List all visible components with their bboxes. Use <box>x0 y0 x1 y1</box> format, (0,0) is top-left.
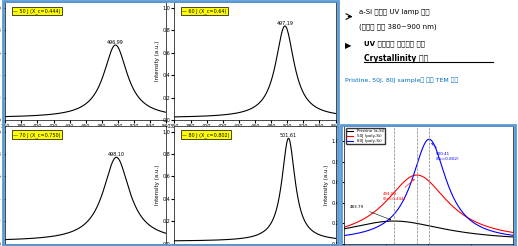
Text: 496.99: 496.99 <box>107 40 124 45</box>
Text: 500.41
(Xc=0.802): 500.41 (Xc=0.802) <box>431 143 459 161</box>
50J (poly-Si) <box>477 222 483 225</box>
80J (poly-Si) <box>381 222 387 225</box>
80J (poly-Si) <box>426 138 432 141</box>
80J (poly-Si) <box>333 235 339 238</box>
Line: Pristine (a-Si): Pristine (a-Si) <box>132 221 518 240</box>
Text: a-Si 박막에 UV lamp 조사: a-Si 박막에 UV lamp 조사 <box>359 8 429 15</box>
Text: Crystallinity 증가: Crystallinity 증가 <box>364 54 428 63</box>
Text: — 70 J (X_c=0.750): — 70 J (X_c=0.750) <box>13 132 61 138</box>
Line: 80J (poly-Si): 80J (poly-Si) <box>132 139 518 241</box>
50J (poly-Si) <box>330 229 336 231</box>
Text: — 60 J (X_c=0.64): — 60 J (X_c=0.64) <box>182 8 227 14</box>
X-axis label: Raman shift (cm⁻¹): Raman shift (cm⁻¹) <box>228 131 281 137</box>
Text: Pristine, 50J, 80J sample에 대해 TEM 분석: Pristine, 50J, 80J sample에 대해 TEM 분석 <box>346 78 458 83</box>
Y-axis label: Intensity (a.u.): Intensity (a.u.) <box>155 41 160 81</box>
Pristine (a-Si) <box>381 220 387 223</box>
Text: ▶: ▶ <box>346 41 352 50</box>
Pristine (a-Si) <box>330 229 336 232</box>
Line: 50J (poly-Si): 50J (poly-Si) <box>132 175 518 240</box>
Y-axis label: Intensity (a.u.): Intensity (a.u.) <box>155 165 160 205</box>
X-axis label: Raman shift (cm⁻¹): Raman shift (cm⁻¹) <box>60 131 112 137</box>
Text: — 80 J (X_c=0.802): — 80 J (X_c=0.802) <box>182 132 230 138</box>
Text: 501.61: 501.61 <box>280 133 297 138</box>
50J (poly-Si) <box>358 219 364 222</box>
Text: — 50 J (X_c=0.444): — 50 J (X_c=0.444) <box>13 8 61 14</box>
50J (poly-Si) <box>381 202 387 205</box>
80J (poly-Si) <box>358 231 364 234</box>
80J (poly-Si) <box>330 235 336 238</box>
Text: UV 에너지가 증가함에 따라: UV 에너지가 증가함에 따라 <box>364 40 425 47</box>
Text: 498.10: 498.10 <box>108 152 125 157</box>
Y-axis label: Intensity (a.u.): Intensity (a.u.) <box>324 165 329 205</box>
80J (poly-Si) <box>477 225 483 228</box>
80J (poly-Si) <box>129 240 135 243</box>
Text: (가시광 영역 380~900 nm): (가시광 영역 380~900 nm) <box>359 24 437 30</box>
50J (poly-Si) <box>333 228 339 231</box>
Text: 497.19: 497.19 <box>277 21 293 26</box>
Pristine (a-Si) <box>391 220 397 223</box>
50J (poly-Si) <box>414 173 420 176</box>
Text: 494.59
(Xc=0.444): 494.59 (Xc=0.444) <box>383 179 414 200</box>
Pristine (a-Si) <box>129 239 135 242</box>
Pristine (a-Si) <box>333 229 339 232</box>
Text: 483.79: 483.79 <box>350 205 391 220</box>
Pristine (a-Si) <box>477 233 483 236</box>
50J (poly-Si) <box>129 239 135 242</box>
Legend: Pristine (a-Si), 50J (poly-Si), 80J (poly-Si): Pristine (a-Si), 50J (poly-Si), 80J (pol… <box>346 128 385 144</box>
Pristine (a-Si) <box>358 224 364 227</box>
